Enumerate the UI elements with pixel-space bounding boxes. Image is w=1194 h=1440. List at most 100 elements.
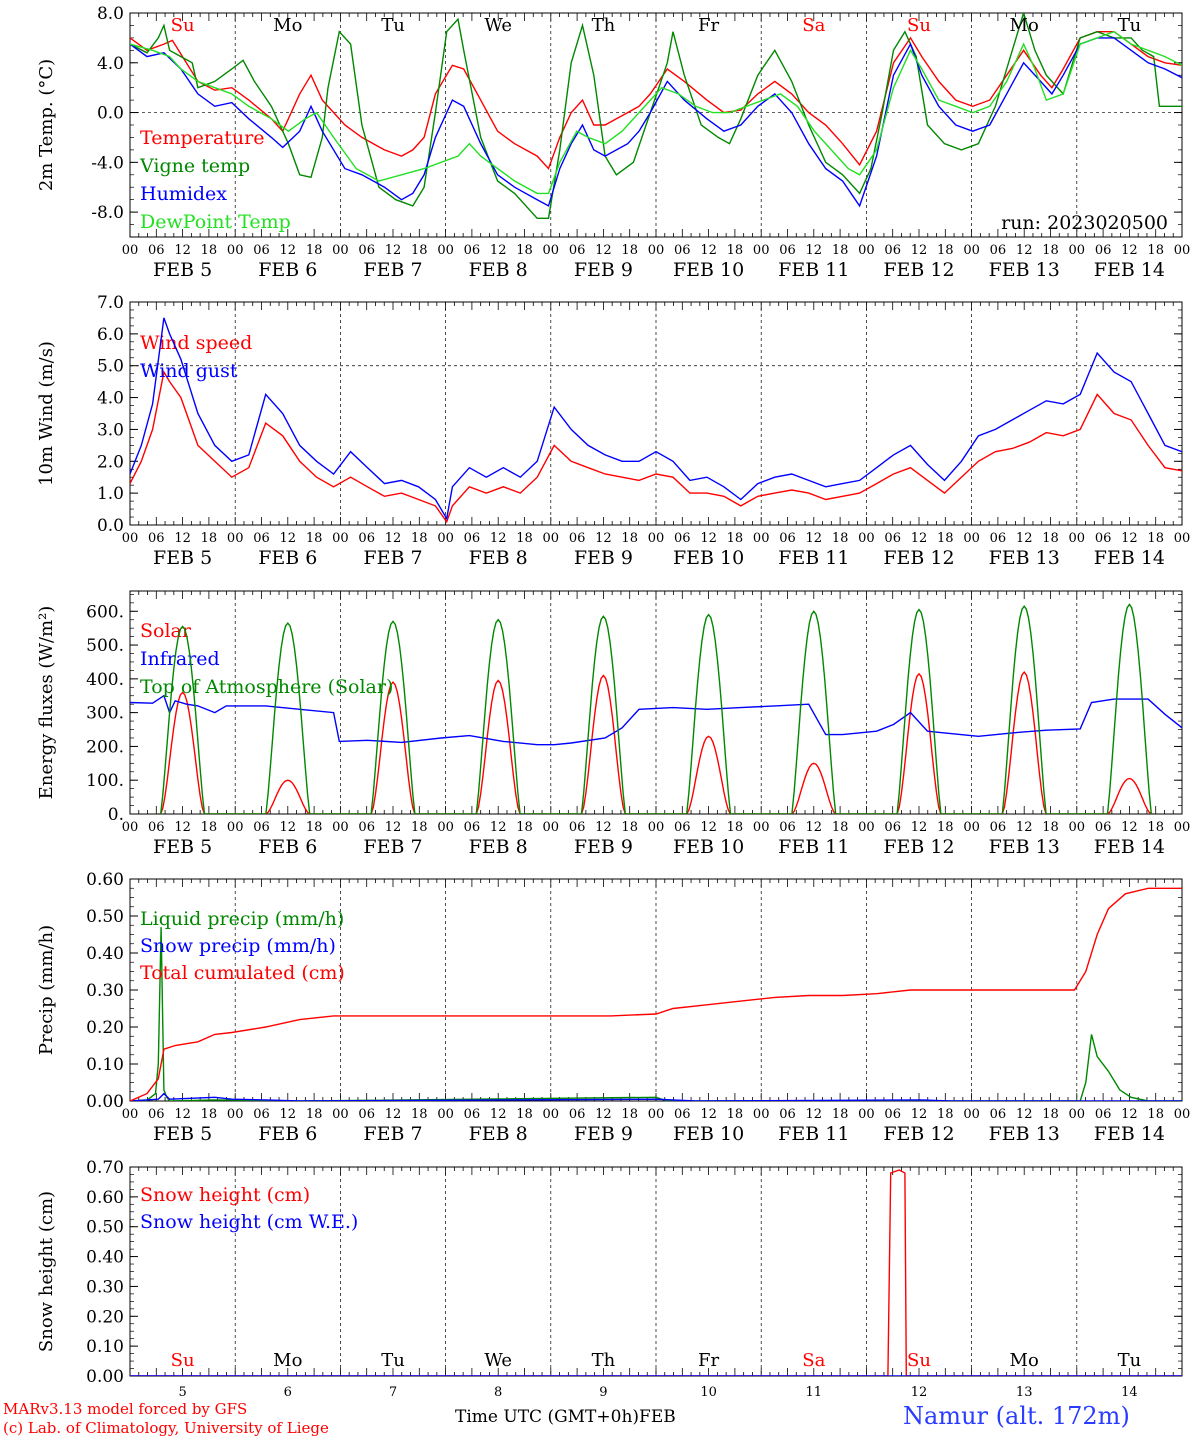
energy-hour-label: 18 <box>306 820 323 835</box>
temperature-hour-label: 18 <box>727 243 744 258</box>
temperature-y-tick-label: -8.0 <box>91 203 124 223</box>
weekday-label-1: Mo <box>273 15 302 36</box>
temperature-hour-label: 06 <box>569 243 586 258</box>
wind-hour-label: 00 <box>753 531 770 546</box>
precip-hour-label: 06 <box>1095 1107 1112 1122</box>
precip-hour-label: 18 <box>411 1107 428 1122</box>
wind-hour-label: 00 <box>963 531 980 546</box>
energy-hour-label: 12 <box>1121 820 1138 835</box>
precip-series-total-cumulated-cm <box>130 887 1182 1101</box>
temperature-hour-label: 18 <box>937 243 954 258</box>
temperature-y-tick-label: 0.0 <box>97 104 124 124</box>
precip-series-snow-precip-mm-h <box>130 1092 1182 1101</box>
energy-hour-label: 18 <box>1147 820 1164 835</box>
precip-y-tick-label: 0.10 <box>86 1055 124 1075</box>
temperature-hour-label: 06 <box>148 243 165 258</box>
precip-hour-label: 12 <box>911 1107 928 1122</box>
wind-date-label: FEB 5 <box>153 547 212 569</box>
temperature-hour-label: 12 <box>1016 243 1033 258</box>
wind-hour-label: 06 <box>464 531 481 546</box>
wind-hour-label: 18 <box>516 531 533 546</box>
wind-y-tick-label: 3.0 <box>97 420 124 440</box>
bottom-day-number: 8 <box>494 1385 502 1400</box>
energy-date-label: FEB 10 <box>673 836 744 858</box>
model-credit: MARv3.13 model forced by GFS <box>3 1400 248 1418</box>
weekday-label-5: Fr <box>698 15 719 36</box>
temperature-hour-label: 06 <box>464 243 481 258</box>
energy-legend-2: Top of Atmosphere (Solar) <box>140 676 393 698</box>
temperature-hour-label: 06 <box>358 243 375 258</box>
energy-hour-label: 00 <box>227 820 244 835</box>
energy-date-label: FEB 9 <box>574 836 633 858</box>
temperature-y-axis-label: 2m Temp. (°C) <box>36 59 57 191</box>
energy-legend-0: Solar <box>140 620 192 642</box>
energy-hour-label: 06 <box>884 820 901 835</box>
wind-date-label: FEB 14 <box>1094 547 1165 569</box>
temperature-hour-label: 00 <box>1069 243 1086 258</box>
energy-hour-label: 18 <box>411 820 428 835</box>
energy-series-infrared <box>130 694 1182 746</box>
precip-date-label: FEB 14 <box>1094 1123 1165 1145</box>
temperature-hour-label: 18 <box>306 243 323 258</box>
energy-hour-label: 12 <box>280 820 297 835</box>
wind-hour-label: 06 <box>569 531 586 546</box>
temperature-series-humidex <box>130 37 1182 208</box>
temperature-hour-label: 12 <box>595 243 612 258</box>
precip-hour-label: 00 <box>437 1107 454 1122</box>
temperature-date-label: FEB 12 <box>883 259 954 281</box>
energy-hour-label: 18 <box>1042 820 1059 835</box>
wind-hour-label: 12 <box>1121 531 1138 546</box>
precip-hour-label: 00 <box>227 1107 244 1122</box>
temperature-hour-label: 00 <box>648 243 665 258</box>
temperature-hour-label: 00 <box>227 243 244 258</box>
precip-y-tick-label: 0.00 <box>86 1092 124 1112</box>
energy-hour-label: 06 <box>674 820 691 835</box>
temperature-panel: 8.0 4.0 0.0 -4.0 -8.0 2m Temp. (°C) Temperatur… <box>36 4 1190 281</box>
temperature-hour-label: 06 <box>1095 243 1112 258</box>
precip-hour-label: 00 <box>963 1107 980 1122</box>
temperature-hour-label: 12 <box>700 243 717 258</box>
precip-date-label: FEB 6 <box>258 1123 317 1145</box>
temperature-hour-label: 12 <box>385 243 402 258</box>
temperature-date-label: FEB 5 <box>153 259 212 281</box>
temperature-hour-label: 18 <box>516 243 533 258</box>
temperature-legend-1: Vigne temp <box>139 155 250 177</box>
energy-hour-label: 18 <box>832 820 849 835</box>
precip-y-tick-label: 0.50 <box>86 907 124 927</box>
energy-y-tick-label: 400. <box>86 670 124 690</box>
wind-hour-label: 18 <box>621 531 638 546</box>
precip-hour-label: 06 <box>884 1107 901 1122</box>
weekday-label-1: Mo <box>273 1350 302 1371</box>
wind-y-tick-label: 4.0 <box>97 389 124 409</box>
temperature-date-label: FEB 9 <box>574 259 633 281</box>
precip-date-label: FEB 8 <box>469 1123 528 1145</box>
energy-y-axis-label: Energy fluxes (W/m²) <box>36 606 57 800</box>
energy-hour-label: 06 <box>464 820 481 835</box>
wind-hour-label: 00 <box>122 531 139 546</box>
weekday-label-9: Tu <box>1118 1350 1142 1371</box>
temperature-hour-label: 12 <box>280 243 297 258</box>
wind-y-axis-label: 10m Wind (m/s) <box>36 341 57 486</box>
energy-date-label: FEB 6 <box>258 836 317 858</box>
wind-hour-label: 18 <box>306 531 323 546</box>
wind-hour-label: 18 <box>1042 531 1059 546</box>
energy-date-label: FEB 14 <box>1094 836 1165 858</box>
time-axis-month: FEB <box>639 1407 676 1427</box>
snow-y-tick-label: 0.00 <box>86 1367 124 1387</box>
energy-hour-label: 00 <box>753 820 770 835</box>
precip-hour-label: 18 <box>306 1107 323 1122</box>
energy-date-label: FEB 12 <box>883 836 954 858</box>
precip-hour-label: 12 <box>1121 1107 1138 1122</box>
temperature-legend-0: Temperature <box>140 127 264 149</box>
energy-y-tick-label: 300. <box>86 704 124 724</box>
temperature-date-label: FEB 7 <box>363 259 422 281</box>
snow-y-tick-label: 0.40 <box>86 1248 124 1268</box>
bottom-day-number: 6 <box>284 1385 292 1400</box>
temperature-hour-label: 00 <box>437 243 454 258</box>
temperature-hour-label: 18 <box>1042 243 1059 258</box>
weekday-label-5: Fr <box>698 1350 719 1371</box>
precip-date-label: FEB 10 <box>673 1123 744 1145</box>
energy-hour-label: 00 <box>122 820 139 835</box>
wind-hour-label: 12 <box>385 531 402 546</box>
temperature-legend-3: DewPoint Temp <box>140 211 291 233</box>
